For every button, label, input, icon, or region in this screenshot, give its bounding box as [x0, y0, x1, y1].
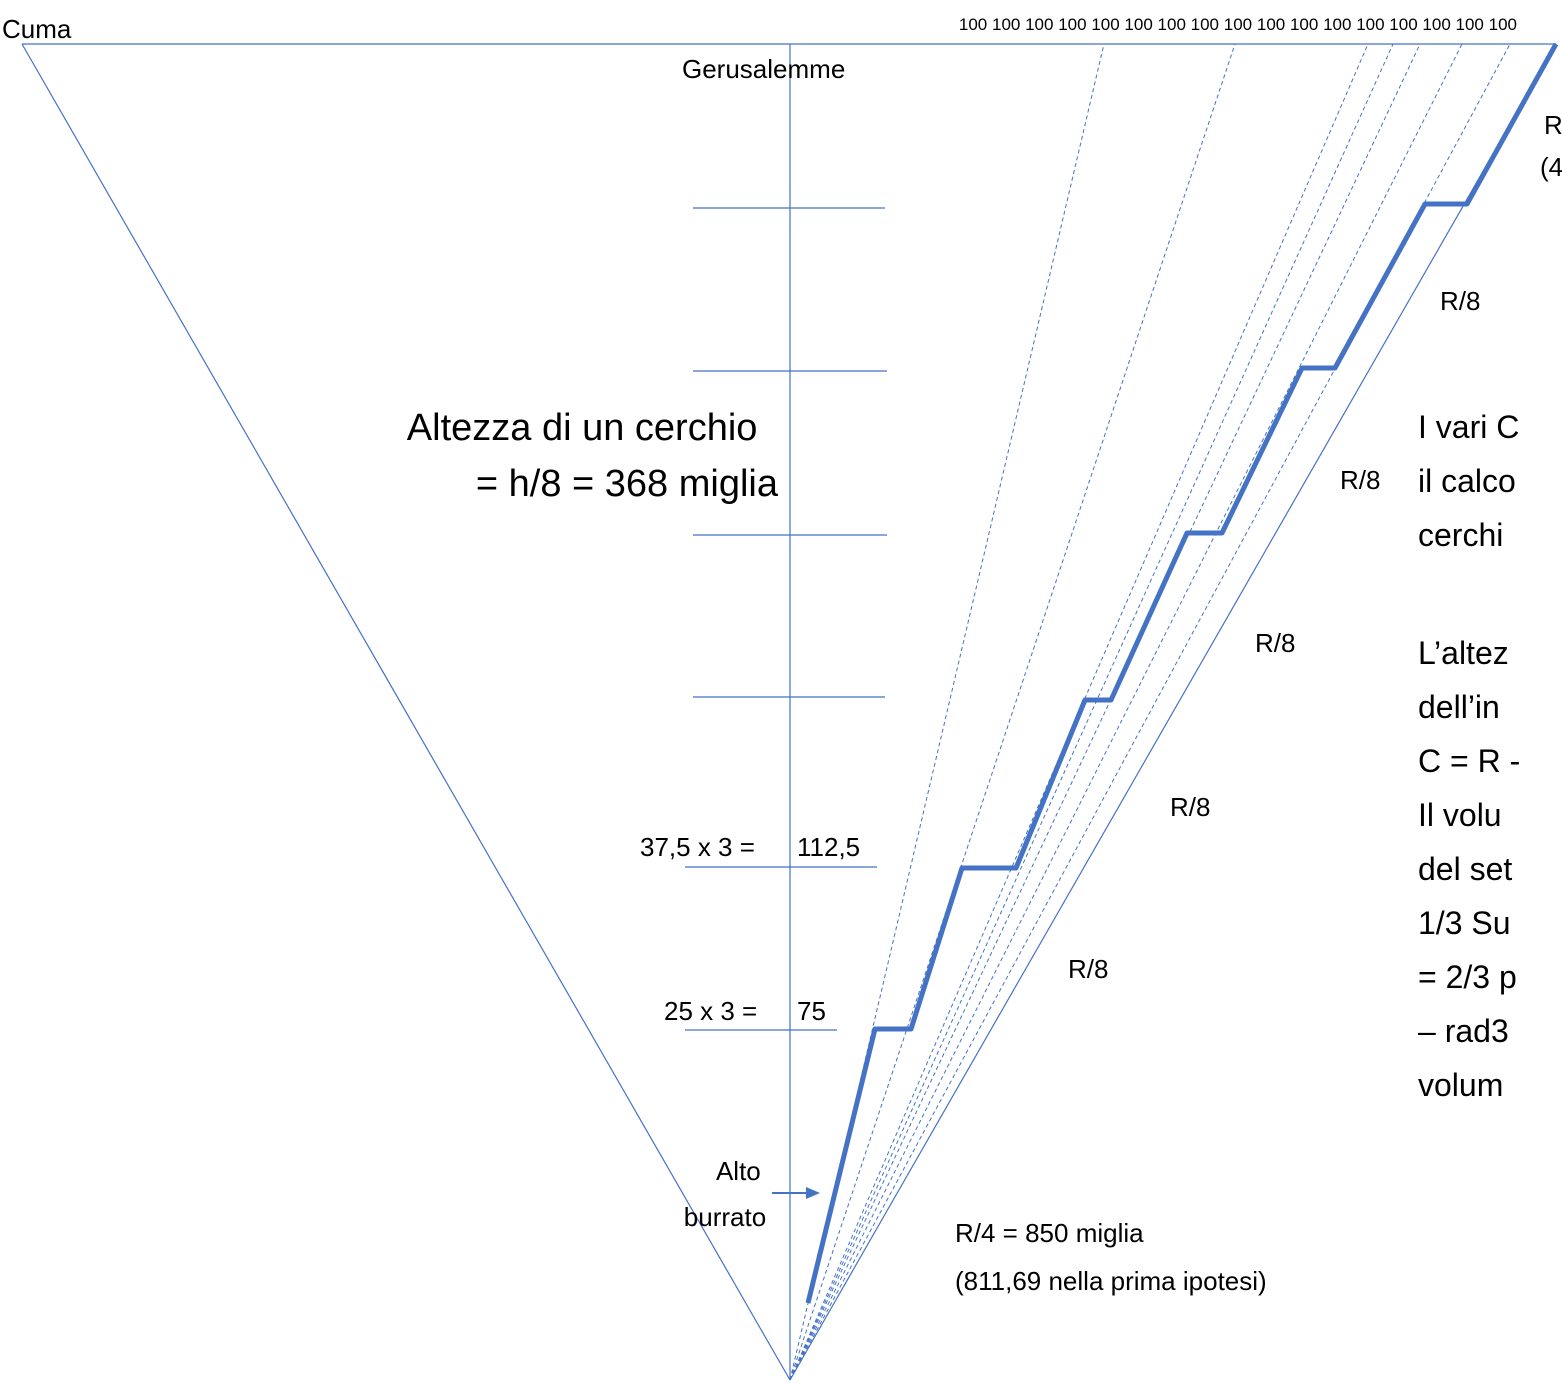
dashed-rays — [789, 43, 1511, 1381]
label-val-112: 112,5 — [797, 832, 860, 862]
scale-label: 100 — [1356, 15, 1384, 34]
label-r8: R/8 — [1440, 286, 1480, 316]
arrow-head — [806, 1187, 820, 1199]
scale-label: 100 — [1389, 15, 1417, 34]
label-r8: R/8 — [1170, 792, 1210, 822]
ray — [789, 43, 1105, 1381]
label-r8: R/8 — [1340, 465, 1380, 495]
scale-label: 100 — [1422, 15, 1450, 34]
right-text-line: volum — [1418, 1067, 1503, 1103]
label-alto-burrato: Alto burrato — [684, 1156, 768, 1232]
ray — [789, 43, 1511, 1381]
central-axis — [685, 44, 887, 1380]
right-text-line: Il volu — [1418, 797, 1502, 833]
cone-outline — [21, 43, 1557, 1381]
scale-label: 100 — [1058, 15, 1086, 34]
ray — [789, 43, 1236, 1381]
scale-label: 100 — [1290, 15, 1318, 34]
right-text-line: C = R - — [1418, 743, 1520, 779]
alto-burrato-line1: Alto — [716, 1156, 761, 1186]
circle-height-line2: = h/8 = 368 miglia — [476, 463, 779, 505]
label-step-112: 37,5 x 3 = — [640, 832, 755, 862]
ray — [789, 43, 1463, 1381]
label-right-top-2: (4 — [1540, 152, 1562, 182]
label-circle-height: Altezza di un cerchio = h/8 = 368 miglia — [407, 407, 779, 505]
right-text-line: – rad3 — [1418, 1013, 1509, 1049]
r4-line2: (811,69 nella prima ipotesi) — [955, 1266, 1267, 1296]
scale-label: 100 — [1124, 15, 1152, 34]
descent-path — [805, 42, 1559, 1304]
label-right-top-1: R — [1544, 110, 1562, 140]
scale-label: 100 — [1191, 15, 1219, 34]
right-text-line: 1/3 Su — [1418, 905, 1511, 941]
scale-label: 100 — [1489, 15, 1517, 34]
ray — [789, 43, 1421, 1381]
label-r4: R/4 = 850 miglia (811,69 nella prima ipo… — [955, 1218, 1267, 1296]
right-text-line: del set — [1418, 851, 1512, 887]
right-text-line: il calco — [1418, 463, 1516, 499]
right-text-line: L’altez — [1418, 635, 1509, 671]
r4-line1: R/4 = 850 miglia — [955, 1218, 1144, 1248]
scale-label: 100 — [1224, 15, 1252, 34]
alto-burrato-line2: burrato — [684, 1202, 766, 1232]
label-step-75: 25 x 3 = — [664, 996, 757, 1026]
scale-label: 100 — [1091, 15, 1119, 34]
top-scale-labels: 100 100 100 100 100 100 100 100 100 100 … — [959, 15, 1517, 34]
label-gerusalemme: Gerusalemme — [682, 54, 845, 84]
label-val-75: 75 — [797, 996, 826, 1026]
scale-label: 100 — [1456, 15, 1484, 34]
label-cuma: Cuma — [2, 14, 72, 44]
alto-burrato-arrow — [772, 1187, 820, 1199]
scale-label: 100 — [959, 15, 987, 34]
right-text-line: = 2/3 p — [1418, 959, 1517, 995]
circle-height-line1: Altezza di un cerchio — [407, 407, 758, 449]
scale-label: 100 — [992, 15, 1020, 34]
ray — [789, 43, 1394, 1381]
right-edge — [789, 43, 1557, 1381]
label-r8: R/8 — [1068, 954, 1108, 984]
left-edge — [21, 43, 791, 1381]
label-r8: R/8 — [1255, 628, 1295, 658]
scale-label: 100 — [1323, 15, 1351, 34]
scale-label: 100 — [1158, 15, 1186, 34]
right-text-line: I vari C — [1418, 409, 1519, 445]
scale-label: 100 — [1257, 15, 1285, 34]
right-text-block: I vari C il calco cerchi L’altez dell’in… — [1418, 409, 1529, 1103]
ray — [789, 43, 1369, 1381]
scale-label: 100 — [1025, 15, 1053, 34]
right-text-line: dell’in — [1418, 689, 1500, 725]
right-text-line: cerchi — [1418, 517, 1503, 553]
